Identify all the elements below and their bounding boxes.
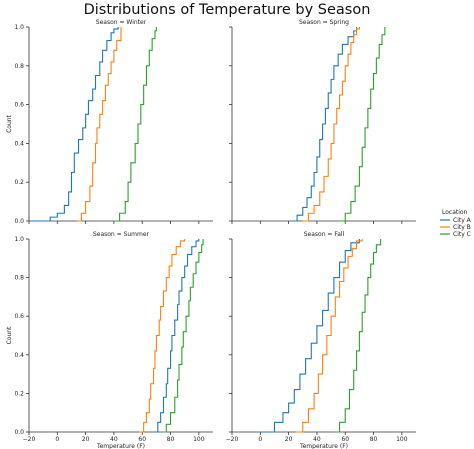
panel-season-spring: Season = Spring xyxy=(229,19,416,224)
legend-item-city-a: City A xyxy=(453,217,472,224)
chart-panels: Season = Winter0.00.20.40.60.81.0CountSe… xyxy=(6,19,416,449)
y-tick-label: 0.0 xyxy=(14,429,24,436)
series-line-city-a xyxy=(31,27,119,222)
panel-title: Season = Fall xyxy=(304,231,345,238)
x-tick-label: 40 xyxy=(313,436,321,443)
y-tick-label: 0.4 xyxy=(14,140,24,147)
legend-title: Location xyxy=(442,209,468,216)
y-axis-label: Count xyxy=(6,326,13,344)
x-tick-label: 60 xyxy=(341,436,349,443)
y-axis-label: Count xyxy=(6,114,13,132)
chart-title: Distributions of Temperature by Season xyxy=(84,2,371,18)
x-tick-label: 40 xyxy=(110,436,118,443)
series-line-city-c xyxy=(113,27,157,222)
legend-item-city-c: City C xyxy=(453,231,471,238)
y-tick-label: 0.4 xyxy=(14,352,24,359)
x-tick-label: −20 xyxy=(23,436,36,443)
y-tick-label: 0.8 xyxy=(14,63,24,70)
series-line-city-b xyxy=(295,239,363,433)
panel-season-winter: Season = Winter 0.0 0.2 0.4 0.6 0.8 1.0 Count xyxy=(6,19,213,225)
panel-title: Season = Winter xyxy=(96,19,147,26)
series-line-city-b xyxy=(77,27,122,222)
x-axis-label: Temperature (F) xyxy=(96,443,145,449)
series-line-city-a xyxy=(260,239,360,433)
x-tick-label: 80 xyxy=(370,436,378,443)
x-tick-label: 0 xyxy=(258,436,262,443)
series-line-city-b xyxy=(302,27,360,222)
x-tick-label: 0 xyxy=(55,436,59,443)
x-tick-label: 100 xyxy=(396,436,408,443)
y-tick-label: 0.8 xyxy=(14,275,24,282)
x-tick-label: 20 xyxy=(82,436,90,443)
panel-title: Season = Summer xyxy=(93,231,150,238)
x-tick-label: 100 xyxy=(193,436,205,443)
y-tick-label: 0.2 xyxy=(14,390,24,397)
x-tick-label: 20 xyxy=(285,436,293,443)
y-tick-label: 1.0 xyxy=(14,24,24,31)
series-line-city-b xyxy=(139,239,186,433)
x-tick-label: 80 xyxy=(167,436,175,443)
x-tick-label: −20 xyxy=(226,436,239,443)
y-tick-label: 0.6 xyxy=(14,313,24,320)
y-tick-label: 0.2 xyxy=(14,179,24,186)
series-line-city-a xyxy=(291,27,358,222)
panel-title: Season = Spring xyxy=(299,19,349,26)
series-line-city-a xyxy=(153,239,200,433)
x-axis-label: Temperature (F) xyxy=(299,443,348,449)
panel-season-summer: Season = Summer 0.0 0.2 0.4 0.6 0.8 1.0 −20 0 20 4… xyxy=(6,231,213,449)
panel-season-fall: Season = Fall −20 0 20 40 60 80 100 Temperature … xyxy=(226,231,416,449)
y-tick-label: 0.6 xyxy=(14,102,24,109)
x-tick-label: 60 xyxy=(138,436,146,443)
series-line-city-c xyxy=(162,239,204,433)
series-line-city-c xyxy=(338,27,386,222)
y-tick-label: 1.0 xyxy=(14,236,24,243)
y-tick-label: 0.0 xyxy=(14,218,24,225)
legend-item-city-b: City B xyxy=(453,224,471,231)
series-line-city-c xyxy=(333,239,382,433)
